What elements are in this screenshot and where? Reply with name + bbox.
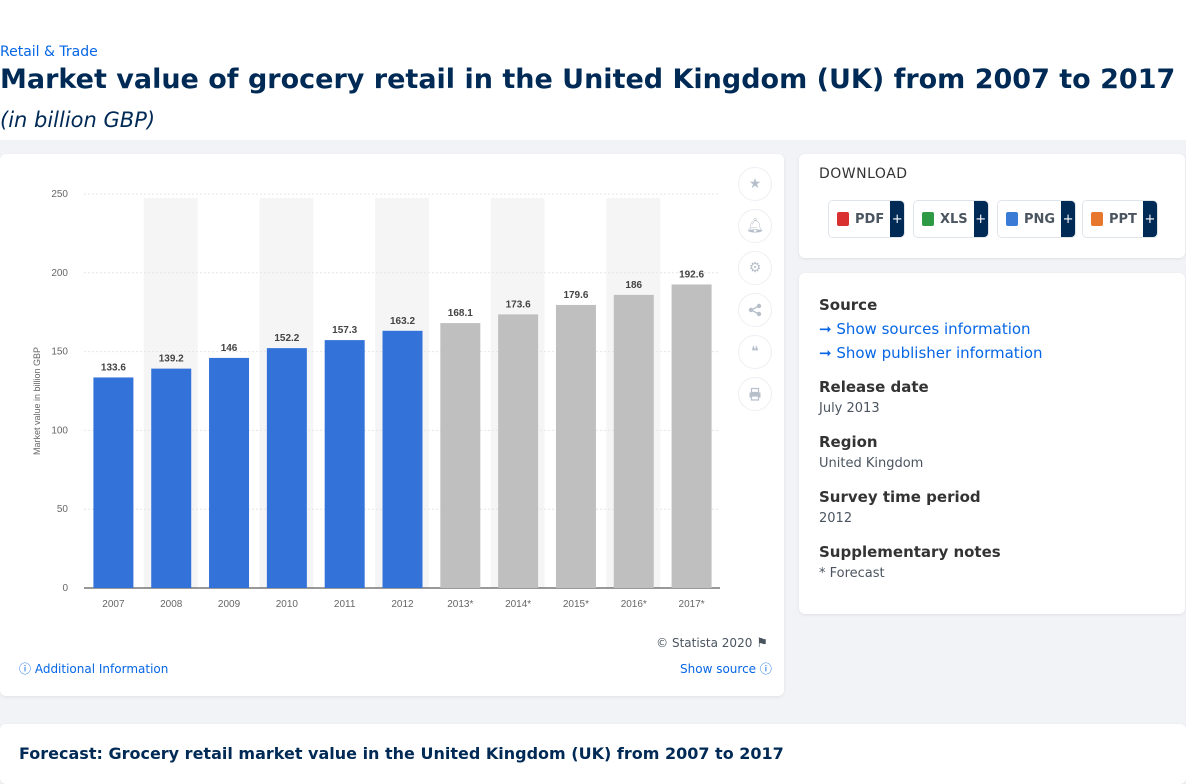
arrow-right-icon: ➞ (819, 320, 837, 338)
gear-icon[interactable]: ⚙ (738, 251, 772, 285)
x-tick-label: 2017* (679, 599, 705, 610)
bar-chart: 133.6 139.2 146 152.2 157.3 163.2 168.1 173.6 17… (32, 189, 720, 610)
supplementary-notes-label: Supplementary notes (819, 543, 1001, 561)
additional-info-label: Additional Information (34, 662, 169, 676)
y-tick-label: 200 (51, 268, 68, 279)
bar[interactable] (382, 330, 423, 588)
data-label: 157.3 (332, 325, 357, 336)
pdf-file-icon (837, 212, 849, 226)
xls-file-icon (922, 212, 934, 226)
data-label: 152.2 (274, 333, 299, 344)
info-card (799, 273, 1185, 614)
pdf-label: PDF (855, 211, 885, 227)
print-icon[interactable] (738, 377, 772, 411)
x-tick-label: 2016* (621, 599, 647, 610)
download-ppt: PPT + (1083, 201, 1157, 237)
download-heading: DOWNLOAD (819, 166, 908, 182)
show-publisher-label: Show publisher information (836, 344, 1043, 362)
info-icon: ⓘ (756, 662, 772, 676)
y-tick-label: 50 (57, 504, 69, 515)
data-label: 192.6 (679, 269, 704, 280)
bar[interactable] (151, 368, 192, 588)
ppt-label: PPT (1109, 211, 1137, 227)
survey-period-value: 2012 (819, 511, 853, 526)
x-tick-label: 2007 (102, 599, 125, 610)
x-tick-label: 2014* (505, 599, 531, 610)
download-pdf: PDF + (829, 201, 905, 237)
info-icon: ⓘ (19, 662, 35, 676)
data-label: 173.6 (506, 299, 531, 310)
bell-icon[interactable]: 🔔︎ (738, 209, 772, 243)
share-icon[interactable] (738, 293, 772, 327)
survey-period-label: Survey time period (819, 488, 981, 506)
y-tick-label: 100 (51, 425, 68, 436)
download-xls: XLS + (914, 201, 988, 237)
bar[interactable] (440, 323, 481, 588)
copyright-text: © Statista 2020 (656, 636, 753, 650)
show-sources-label: Show sources information (836, 320, 1031, 338)
data-label: 163.2 (390, 316, 415, 327)
related-statistic-title[interactable]: Forecast: Grocery retail market value in… (19, 744, 784, 763)
x-tick-label: 2010 (276, 599, 299, 610)
bar[interactable] (209, 357, 250, 588)
page-subtitle: (in billion GBP) (0, 108, 156, 132)
bar[interactable] (498, 314, 539, 588)
release-date-value: July 2013 (819, 401, 880, 416)
data-label: 133.6 (101, 362, 126, 373)
bar[interactable] (555, 304, 596, 588)
pdf-plus-button[interactable]: + (890, 201, 905, 237)
additional-info-link[interactable]: ⓘ Additional Information (19, 660, 168, 677)
y-tick-label: 0 (62, 583, 68, 594)
flag-icon[interactable]: ⚑ (756, 636, 768, 651)
show-source-link[interactable]: Show source ⓘ (680, 660, 772, 677)
ppt-plus-button[interactable]: + (1142, 201, 1157, 237)
png-label: PNG (1024, 211, 1056, 227)
star-icon[interactable]: ★ (738, 167, 772, 201)
png-plus-button[interactable]: + (1061, 201, 1076, 237)
bar[interactable] (671, 284, 712, 588)
breadcrumb[interactable]: Retail & Trade (0, 44, 98, 60)
show-source-label: Show source (680, 662, 757, 676)
show-publisher-link[interactable]: ➞ Show publisher information (819, 344, 1043, 362)
png-file-icon (1006, 212, 1018, 226)
x-tick-label: 2012 (391, 599, 414, 610)
bar[interactable] (324, 340, 365, 588)
bar[interactable] (613, 294, 654, 588)
x-tick-label: 2013* (447, 599, 473, 610)
data-label: 139.2 (159, 354, 184, 365)
download-xls-button[interactable]: XLS (914, 201, 974, 237)
quote-icon[interactable]: ❝ (738, 335, 772, 369)
data-label: 146 (221, 343, 238, 354)
bar[interactable] (93, 377, 134, 588)
x-tick-label: 2009 (218, 599, 241, 610)
data-label: 179.6 (563, 290, 588, 301)
download-png-button[interactable]: PNG (998, 201, 1062, 237)
header-band (0, 0, 1186, 140)
release-date-label: Release date (819, 378, 929, 396)
data-label: 168.1 (448, 308, 473, 319)
download-ppt-button[interactable]: PPT (1083, 201, 1143, 237)
bar[interactable] (266, 348, 307, 588)
y-tick-label: 150 (51, 347, 68, 358)
y-tick-label: 250 (51, 189, 68, 200)
ppt-file-icon (1091, 212, 1103, 226)
download-png: PNG + (998, 201, 1076, 237)
xls-plus-button[interactable]: + (973, 201, 988, 237)
region-value: United Kingdom (819, 456, 924, 471)
page-title: Market value of grocery retail in the Un… (0, 64, 1176, 95)
source-label: Source (819, 296, 878, 314)
y-axis-label: Market value in billion GBP (32, 347, 42, 455)
download-pdf-button[interactable]: PDF (829, 201, 891, 237)
region-label: Region (819, 433, 878, 451)
copyright: © Statista 2020 ⚑ (656, 636, 768, 651)
arrow-right-icon: ➞ (819, 344, 837, 362)
xls-label: XLS (940, 211, 968, 227)
chart-toolbar: ★ 🔔︎ ⚙ ❝ (738, 167, 772, 419)
data-label: 186 (625, 280, 642, 291)
x-tick-label: 2008 (160, 599, 183, 610)
show-sources-link[interactable]: ➞ Show sources information (819, 320, 1031, 338)
x-tick-label: 2011 (334, 599, 356, 610)
x-tick-label: 2015* (563, 599, 589, 610)
supplementary-notes-value: * Forecast (819, 566, 885, 581)
